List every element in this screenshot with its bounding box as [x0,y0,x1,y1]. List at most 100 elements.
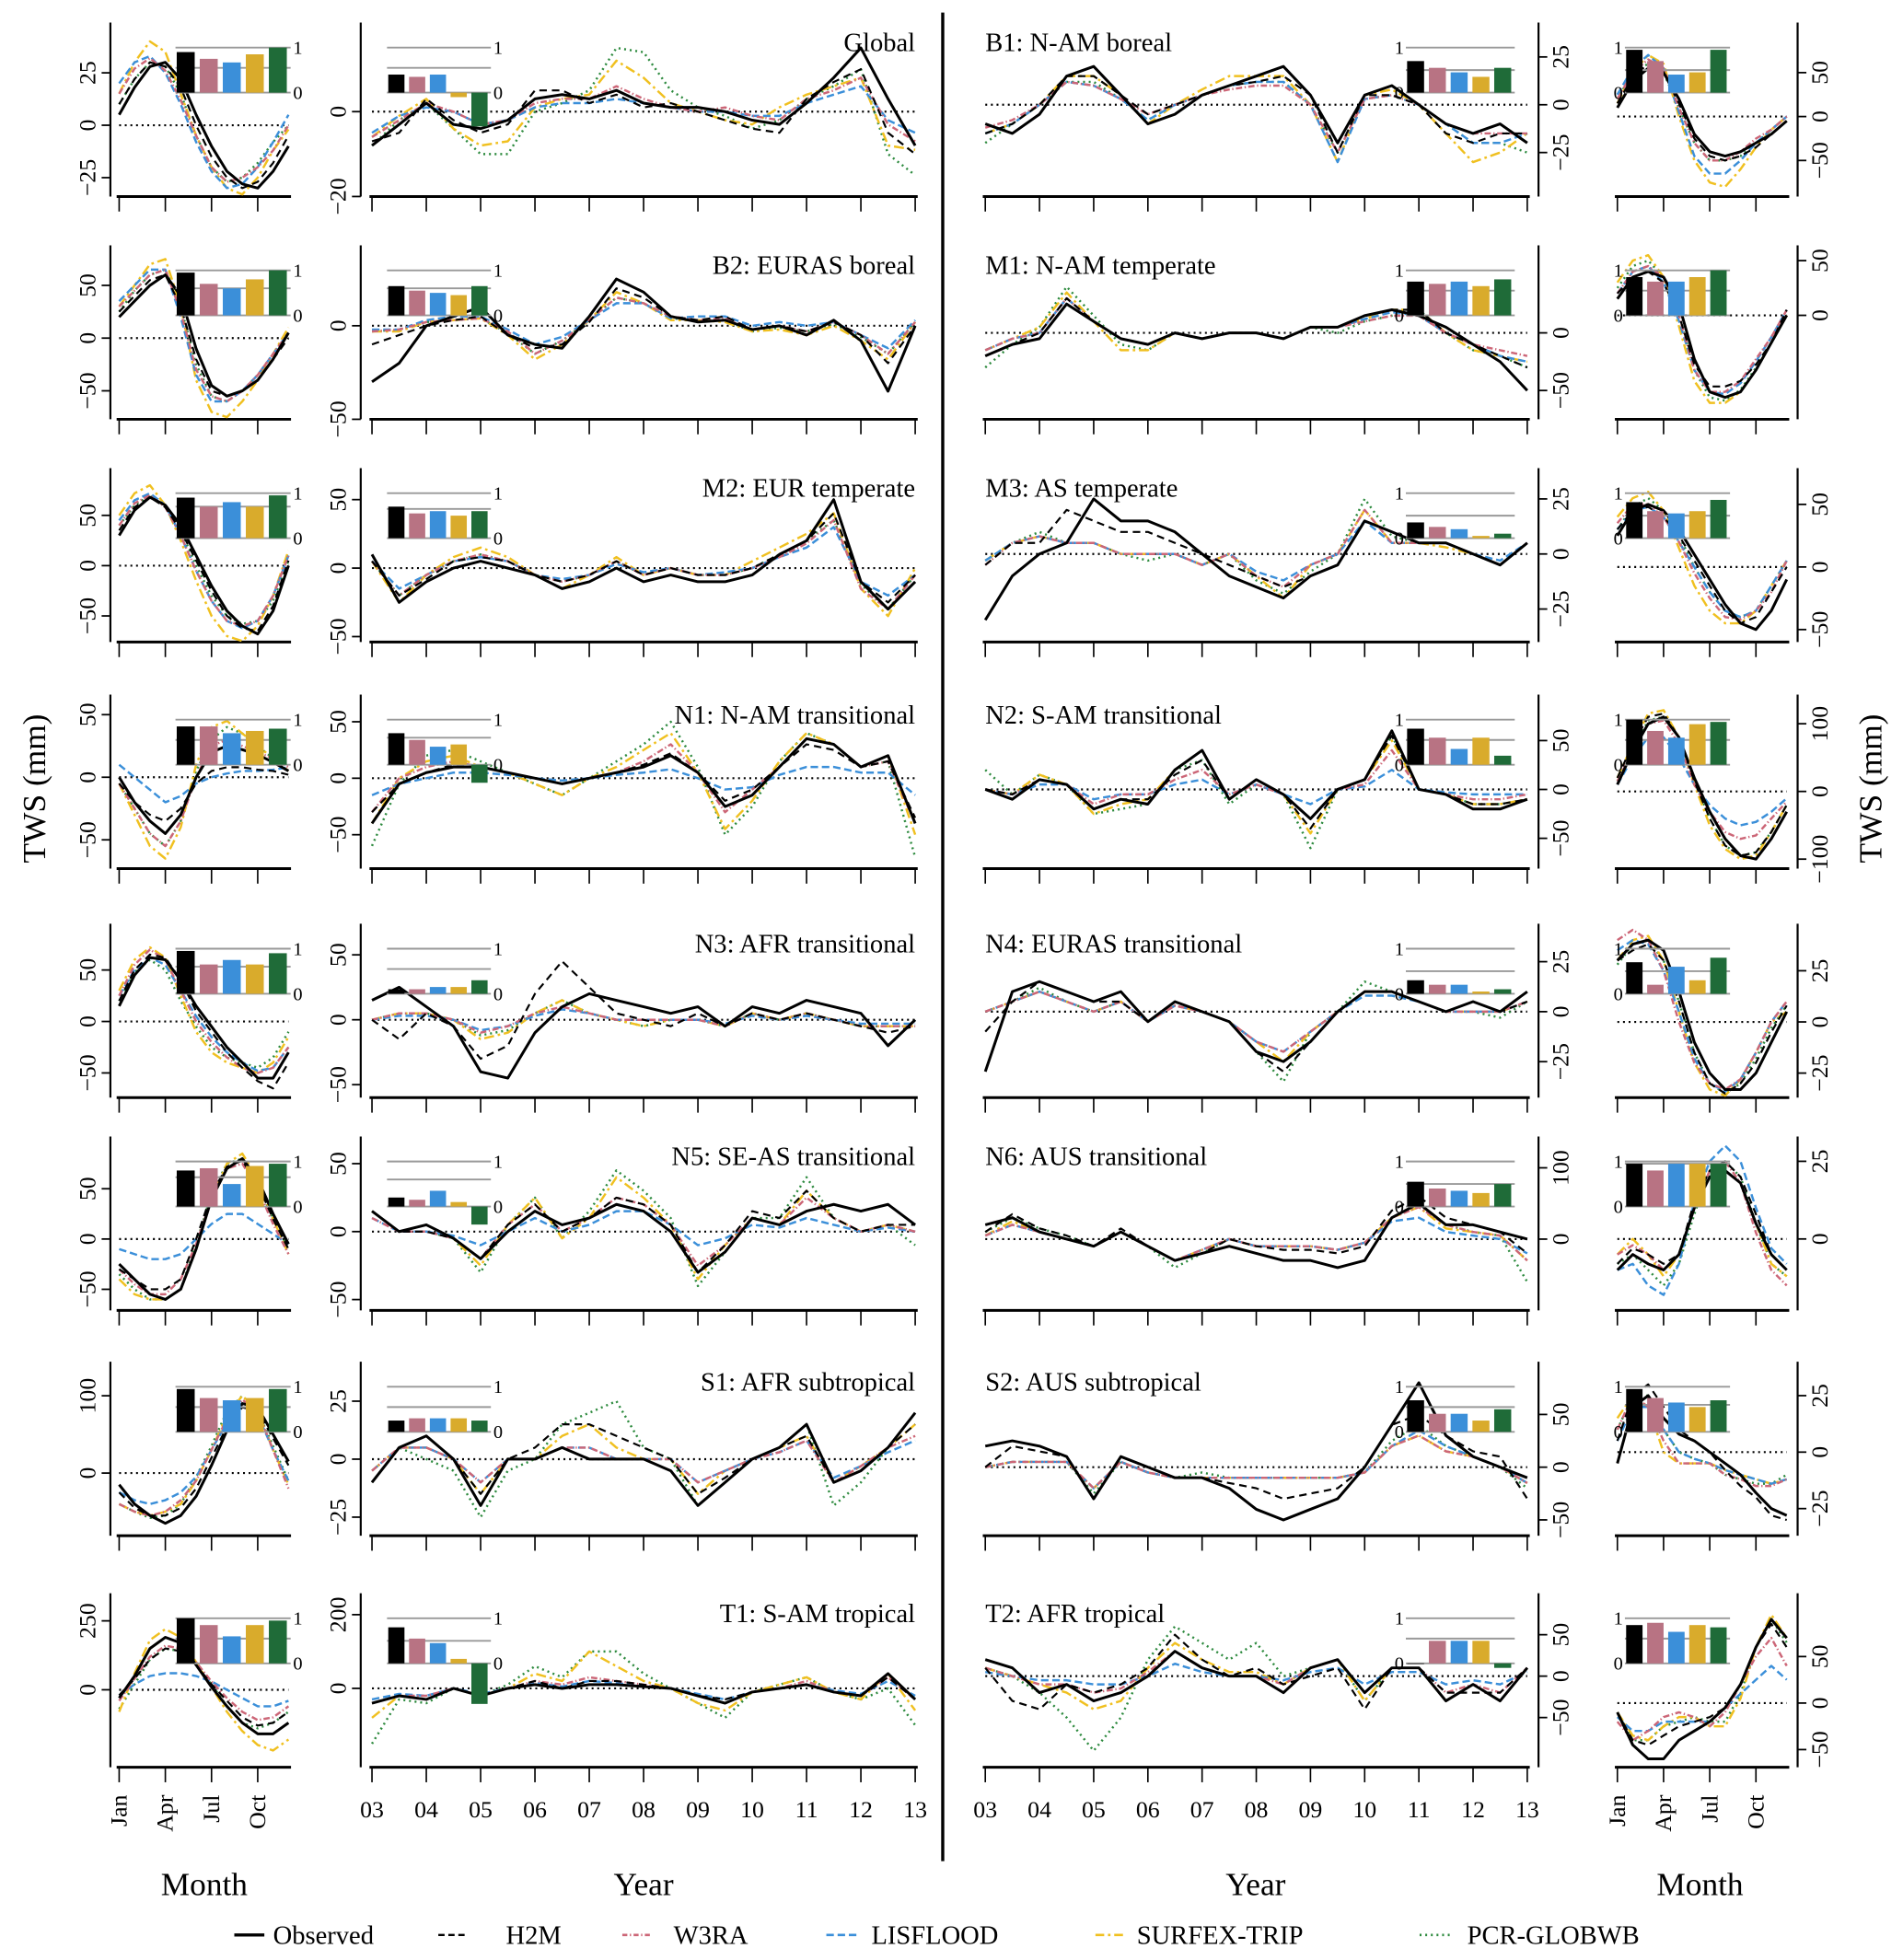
skill-bar-inset: 10 [1395,939,1515,1004]
series-line-observed [1616,503,1789,632]
skill-bar-w3ra [1429,1641,1446,1664]
x-tick-label-month: Jul [1696,1795,1723,1823]
skill-bar-lisflood [1667,75,1685,93]
skill-bar-inset: 10 [387,1152,503,1225]
skill-bar-lisflood [1667,967,1685,994]
skill-bar-inset: 10 [175,1609,303,1675]
x-tick-label-month: Apr [152,1794,179,1832]
legend-label-surfex-trip: SURFEX-TRIP [1137,1921,1304,1950]
y-tick-label: 25 [1806,959,1833,983]
skill-bar-pcr-globwb [269,47,287,93]
series-line-observed [371,1202,916,1274]
y-tick-label: 25 [324,1389,351,1413]
skill-bar-h2m [176,1618,195,1664]
series-line-lisflood [119,1212,290,1260]
inset-tick-label-one: 1 [493,38,503,58]
skill-bar-inset: 10 [1395,1152,1515,1217]
inset-tick-label-one: 1 [1614,939,1623,959]
skill-bar-h2m [1407,61,1424,93]
inset-tick-label-zero: 0 [1395,1197,1404,1217]
series-line-observed [371,1672,917,1705]
inset-tick-label-zero: 0 [493,528,503,549]
inset-tick-label-zero: 0 [293,1422,302,1443]
y-tick-label: 0 [1548,1005,1574,1017]
inset-tick-label-zero: 0 [293,1654,302,1675]
series-line-observed [984,302,1528,392]
skill-bar-surfex-trip [1688,511,1706,539]
skill-bar-lisflood [222,959,241,994]
skill-bar-lisflood [1450,281,1468,316]
skill-bar-h2m [388,1421,405,1432]
skill-bar-h2m [176,273,195,316]
x-axis-label-month-right: Month [1656,1866,1744,1902]
skill-bar-lisflood [1450,1190,1468,1207]
skill-bar-pcr-globwb [269,270,287,316]
skill-bar-surfex-trip [1688,276,1706,316]
y-tick-label: −25 [1806,1490,1833,1526]
x-tick-label-month: Oct [244,1794,271,1829]
series-line-lisflood [372,302,916,350]
series-line-w3ra [1616,264,1788,393]
skill-bar-lisflood [222,62,241,93]
y-tick-label: 25 [1806,1150,1833,1174]
skill-bar-surfex-trip [450,295,468,316]
x-tick-label-year: 08 [632,1796,656,1823]
y-tick-label: −25 [1548,133,1574,170]
skill-bar-inset: 10 [175,711,303,775]
x-tick-label-year: 04 [1027,1796,1051,1823]
inset-tick-label-zero: 0 [293,528,302,549]
skill-bar-surfex-trip [1472,536,1490,539]
series-line-h2m [984,75,1527,154]
skill-bar-surfex-trip [450,744,468,765]
skill-bar-inset: 10 [387,1609,503,1704]
skill-bar-pcr-globwb [1710,499,1727,539]
skill-bar-w3ra [199,1625,218,1664]
y-tick-label: 25 [1548,45,1574,69]
series-line-observed [118,61,290,190]
skill-bar-w3ra [409,989,425,994]
skill-bar-h2m [1407,1400,1424,1432]
series-line-w3ra [1617,1160,1788,1287]
x-tick-label-year: 10 [740,1796,764,1823]
inset-tick-label-zero: 0 [1395,528,1404,549]
series-line-lisflood [1617,938,1788,1093]
inset-tick-label-zero: 0 [493,306,503,326]
series-line-surfex-trip [984,75,1528,164]
skill-bar-surfex-trip [1472,1192,1490,1207]
skill-bar-w3ra [409,1200,425,1207]
y-tick-label: −50 [1806,142,1833,179]
series-line-observed [984,729,1528,820]
y-tick-label: −25 [324,1499,351,1536]
inset-tick-label-one: 1 [1395,38,1404,58]
skill-bar-pcr-globwb [269,1164,287,1207]
x-tick-label-month: Oct [1742,1794,1769,1829]
skill-bar-inset: 10 [1614,1609,1731,1675]
skill-bar-surfex-trip [1472,737,1490,765]
skill-bar-pcr-globwb [1493,755,1512,765]
series-line-h2m [1616,505,1788,625]
panel-title: T1: S-AM tropical [720,1600,915,1629]
inset-tick-label-one: 1 [493,1609,503,1629]
legend-label-lisflood: LISFLOOD [871,1921,998,1950]
series-line-w3ra [1617,928,1788,1091]
inset-tick-label-zero: 0 [493,984,503,1004]
skill-bar-lisflood [429,75,447,93]
series-line-lisflood [1616,1406,1788,1485]
series-line-w3ra [1616,58,1788,162]
skill-bar-w3ra [199,1398,218,1432]
inset-tick-label-zero: 0 [1395,83,1404,103]
skill-bar-w3ra [409,513,425,539]
series-line-h2m [371,512,916,604]
series-line-observed [983,980,1528,1073]
y-tick-label: −25 [1548,590,1574,627]
series-line-pcr-globwb [984,734,1528,850]
skill-bar-h2m [388,1197,405,1207]
skill-bar-w3ra [199,58,218,93]
skill-bar-inset: 10 [387,483,503,549]
